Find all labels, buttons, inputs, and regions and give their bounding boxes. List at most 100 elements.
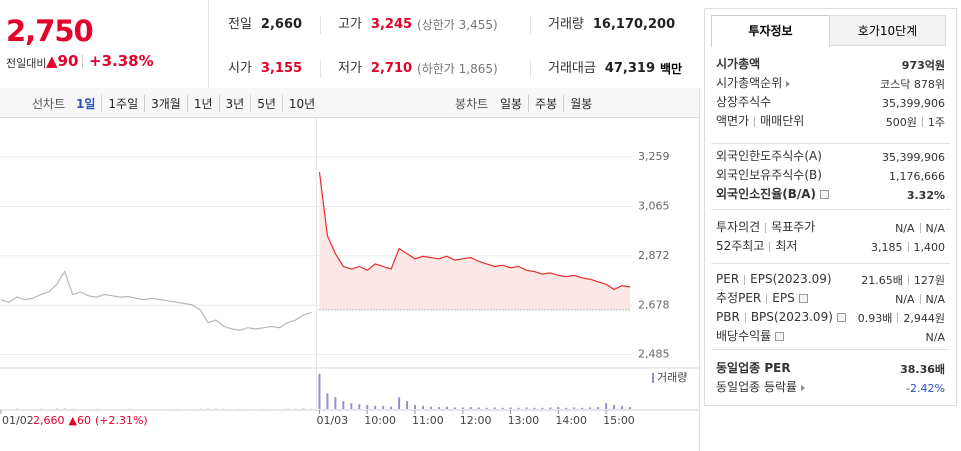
label-part: 투자의견: [716, 220, 761, 234]
legend-swatch: [652, 373, 654, 383]
volume-bar: [207, 408, 210, 409]
help-icon[interactable]: [775, 332, 785, 341]
info-value: 1,176,666: [889, 167, 945, 185]
divider: [320, 60, 321, 78]
volume-bar: [453, 407, 456, 409]
chart-tabs: [0, 88, 700, 118]
y-tick-label: 2,485: [638, 348, 670, 361]
period-tab[interactable]: 10년: [281, 95, 321, 112]
period-tab[interactable]: 1년: [186, 95, 219, 112]
value-part: N/A: [925, 330, 945, 344]
y-tick-label: 2,872: [638, 249, 670, 262]
volume-bar: [334, 397, 337, 409]
info-value: 0.93배 2,944원: [858, 309, 945, 327]
value-part: 2,944원: [903, 311, 945, 325]
period-tab[interactable]: 3개월: [144, 95, 187, 112]
help-icon[interactable]: [820, 190, 830, 199]
value-part: 21.65배: [861, 273, 903, 287]
volume-bar: [445, 406, 448, 409]
separator: [907, 242, 909, 252]
info-label: PER EPS(2023.09): [716, 271, 832, 288]
value-part: N/A: [925, 292, 945, 306]
previous-close: 2,660: [33, 414, 65, 427]
label-part: 상장주식수: [716, 95, 772, 109]
info-label: PBR BPS(2023.09): [716, 309, 846, 326]
info-tab[interactable]: 투자정보: [711, 15, 830, 47]
info-value: 500원 1주: [886, 113, 945, 131]
candle-tab[interactable]: 월봉: [563, 95, 598, 112]
stat: 고가 3,245 (상한가 3,455): [338, 14, 498, 37]
label-part: EPS: [772, 291, 795, 305]
info-label: 시가총액순위: [716, 75, 791, 92]
change-label: 전일대비: [6, 57, 47, 70]
volume-bar: [406, 401, 409, 409]
value-part: N/A: [925, 221, 945, 235]
volume-bar: [533, 407, 536, 409]
volume-bar: [390, 406, 393, 409]
period-tab[interactable]: 5년: [250, 95, 282, 112]
info-tab[interactable]: 호가10단계: [829, 15, 946, 46]
stat-value: 2,660: [260, 17, 303, 32]
period-tab[interactable]: 1주일: [101, 95, 144, 112]
info-label: 시가총액: [716, 56, 760, 73]
arrow-icon: [786, 80, 791, 87]
stat: 저가 2,710 (하한가 1,865): [338, 58, 498, 81]
volume-bar: [326, 393, 329, 409]
value-part: 코스닥 878위: [880, 77, 945, 91]
price-line: [318, 171, 631, 291]
stat-note: (상한가 3,455): [417, 18, 498, 32]
stat-label: 거래대금: [548, 61, 596, 76]
stat: 시가 3,155: [228, 58, 302, 81]
x-tick-label: 01/03: [316, 414, 348, 427]
value-part: 0.93배: [857, 311, 893, 325]
volume-bar: [398, 397, 401, 409]
value-part: 500원: [885, 115, 917, 129]
volume-bar: [437, 407, 440, 409]
volume-bar: [358, 404, 361, 409]
label-part: 외국인보유주식수(B): [716, 168, 822, 182]
volume-bar: [485, 407, 488, 409]
divider: [530, 16, 531, 34]
stat: 거래대금 47,319 백만: [548, 58, 682, 81]
volume-bar: [350, 403, 353, 409]
value-part: 1주: [927, 115, 945, 129]
label-part: 목표주가: [771, 220, 816, 234]
separator: [754, 116, 756, 127]
value-part: 35,399,906: [882, 150, 945, 164]
volume-bar: [342, 401, 345, 409]
label-part: 외국인한도주식수(A): [716, 149, 822, 163]
label-part: EPS(2023.09): [750, 272, 832, 286]
separator: [907, 275, 909, 285]
stat-note: (하한가 1,865): [417, 62, 498, 76]
line-chart-label: 선차트: [32, 97, 66, 111]
help-icon[interactable]: [836, 313, 846, 322]
change-rate: +3.38%: [89, 52, 154, 70]
info-label: 동일업종 등락률: [716, 379, 806, 396]
value-part: 1,400: [913, 240, 946, 254]
value-part: N/A: [895, 292, 915, 306]
info-value: 21.65배 127원: [861, 271, 945, 289]
candle-tab[interactable]: 일봉: [500, 97, 523, 111]
value-part: 38.36배: [900, 362, 945, 376]
info-value: N/A N/A: [895, 290, 945, 308]
value-part: -2.42%: [906, 381, 945, 395]
volume-bar: [421, 405, 424, 409]
period-tab[interactable]: 3년: [218, 95, 251, 112]
volume-bar: [557, 407, 560, 409]
separator: [919, 223, 921, 233]
arrow-icon: [801, 384, 806, 391]
volume-bar: [573, 407, 576, 409]
help-icon[interactable]: [798, 294, 808, 303]
candle-tab[interactable]: 주봉: [528, 95, 563, 112]
label-part: 액면가: [716, 114, 750, 128]
value-part: 3.32%: [906, 188, 945, 202]
previous-summary: 2,660 ▲60 (+2.31%): [33, 414, 148, 427]
volume-bar: [613, 405, 616, 409]
volume-bar: [429, 406, 432, 409]
stat-value: 2,710: [370, 61, 413, 76]
period-tabs: 1일 1주일 3개월 1년 3년 5년 10년: [70, 95, 321, 112]
label-part: PBR: [716, 310, 740, 324]
info-value: 35,399,906: [882, 148, 945, 166]
period-tab[interactable]: 1일: [76, 97, 96, 111]
